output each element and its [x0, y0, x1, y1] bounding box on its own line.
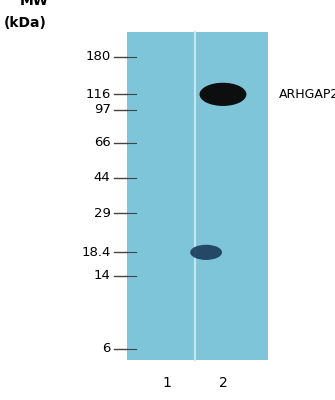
Text: 6: 6: [102, 342, 111, 355]
Ellipse shape: [190, 245, 222, 260]
Text: ARHGAP20: ARHGAP20: [279, 88, 335, 101]
Text: 1: 1: [162, 376, 171, 390]
Ellipse shape: [200, 83, 247, 106]
Text: 44: 44: [94, 171, 111, 184]
Text: 18.4: 18.4: [81, 246, 111, 259]
FancyBboxPatch shape: [127, 32, 268, 360]
Text: 29: 29: [94, 207, 111, 220]
Text: MW: MW: [20, 0, 49, 8]
Text: 66: 66: [94, 136, 111, 149]
Text: 180: 180: [85, 50, 111, 63]
Text: 116: 116: [85, 88, 111, 101]
Text: 97: 97: [94, 103, 111, 116]
Text: 14: 14: [94, 269, 111, 282]
Text: (kDa): (kDa): [3, 16, 46, 30]
Text: 2: 2: [219, 376, 227, 390]
